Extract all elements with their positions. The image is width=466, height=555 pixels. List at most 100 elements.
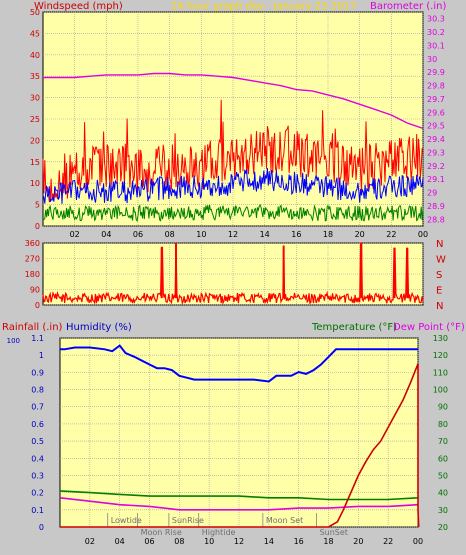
climate-panel: Rainfall (.in) Humidity (%) Temperature … <box>2 322 465 546</box>
barometer-tick-label: 29.8 <box>427 82 445 91</box>
barometer-tick-label: 30.2 <box>427 28 445 37</box>
temperature-tick-label: 30 <box>438 506 448 515</box>
wind-x-tick-label: 08 <box>165 230 175 239</box>
wind-series <box>42 72 424 222</box>
windspeed-tick-label: 50 <box>30 8 40 17</box>
climate-series <box>59 344 420 528</box>
barometer-tick-label: 28.8 <box>427 215 445 224</box>
series-barometer-line <box>43 72 424 130</box>
windspeed-tick-label: 40 <box>30 51 40 60</box>
rainfall-tick-label: 0.4 <box>31 454 44 463</box>
climate-x-tick-label: 12 <box>234 537 244 546</box>
climate-x-tick-label: 10 <box>204 537 214 546</box>
event-marker-label: Moon Set <box>266 516 303 525</box>
wind-x-axis: 02 04 06 08 10 12 14 16 18 20 22 00 <box>70 230 429 239</box>
event-marker-label: Lowtide <box>111 516 142 525</box>
barometer-tick-label: 29.9 <box>427 68 445 77</box>
windspeed-tick-label: 5 <box>35 201 40 210</box>
compass-label: E <box>436 286 442 297</box>
humidity-tick-label: 100 <box>7 337 20 345</box>
climate-x-tick-label: 08 <box>174 537 184 546</box>
windspeed-tick-label: 25 <box>30 115 40 124</box>
direction-tick-label: 90 <box>30 286 40 295</box>
climate-x-tick-label: 22 <box>383 537 393 546</box>
barometer-tick-label: 30.1 <box>427 41 445 50</box>
temperature-axis: 130 120 110 100 90 80 70 60 50 40 30 20 <box>433 334 448 532</box>
rainfall-tick-label: 0.5 <box>31 437 44 446</box>
windspeed-tick-label: 45 <box>30 29 40 38</box>
wind-x-tick-label: 06 <box>133 230 143 239</box>
barometer-tick-label: 29.4 <box>427 135 445 144</box>
event-marker-label: Moon Rise <box>141 528 182 537</box>
barometer-tick-label: 29.2 <box>427 162 445 171</box>
barometer-tick-label: 29 <box>427 189 437 198</box>
wind-x-tick-label: 12 <box>228 230 238 239</box>
temperature-tick-label: 50 <box>438 471 448 480</box>
rainfall-tick-label: 0.1 <box>31 506 44 515</box>
series-dewpoint-line <box>59 497 419 511</box>
climate-x-tick-label: 16 <box>294 537 304 546</box>
windspeed-tick-label: 30 <box>30 94 40 103</box>
climate-x-tick-label: 04 <box>115 537 125 546</box>
wind-x-tick-label: 04 <box>101 230 111 239</box>
barometer-tick-label: 30 <box>427 55 437 64</box>
wind-x-tick-label: 18 <box>323 230 333 239</box>
event-markers: Lowtide Moon Rise SunRise Hightide Moon Set S… <box>107 513 348 537</box>
barometer-tick-label: 28.9 <box>427 202 445 211</box>
series-humidity-line <box>60 344 418 383</box>
direction-tick-label: 180 <box>25 270 40 279</box>
windspeed-tick-label: 10 <box>30 179 40 188</box>
barometer-tick-label: 29.3 <box>427 148 445 157</box>
rainfall-tick-label: 0.8 <box>31 386 44 395</box>
event-marker-label: SunSet <box>320 528 348 537</box>
windspeed-tick-label: 0 <box>35 222 40 231</box>
climate-x-axis: 02 04 06 08 10 12 14 16 18 20 22 00 <box>85 537 423 546</box>
temperature-label: Temperature (°F) <box>311 322 397 333</box>
barometer-tick-label: 29.7 <box>427 95 445 104</box>
climate-x-tick-label: 00 <box>413 537 423 546</box>
temperature-tick-label: 100 <box>433 386 448 395</box>
compass-label: S <box>436 270 442 281</box>
windspeed-tick-label: 20 <box>30 136 40 145</box>
compass-label: W <box>436 255 446 266</box>
event-marker-label: SunRise <box>172 516 204 525</box>
climate-x-tick-label: 18 <box>323 537 333 546</box>
wind-x-tick-label: 02 <box>70 230 80 239</box>
climate-x-tick-label: 06 <box>144 537 154 546</box>
direction-tick-label: 360 <box>25 239 40 248</box>
temperature-tick-label: 60 <box>438 454 448 463</box>
series-temperature-line <box>59 490 419 501</box>
barometer-tick-label: 29.1 <box>427 175 445 184</box>
rainfall-tick-label: 0.2 <box>31 489 44 498</box>
rainfall-tick-label: 0.7 <box>31 403 44 412</box>
dewpoint-label: Dew Point (°F) <box>393 322 465 333</box>
windspeed-label: Windspeed (mph) <box>34 1 123 12</box>
barometer-label: Barometer (.in) <box>370 1 446 12</box>
windspeed-tick-label: 15 <box>30 158 40 167</box>
wind-x-tick-label: 00 <box>418 230 428 239</box>
barometer-tick-label: 30.3 <box>427 15 445 24</box>
barometer-tick-label: 29.6 <box>427 108 445 117</box>
climate-x-tick-label: 20 <box>353 537 363 546</box>
series-direction-line <box>42 242 424 305</box>
wind-x-tick-label: 10 <box>196 230 206 239</box>
series-avg-line <box>42 203 424 222</box>
wind-panel: Windspeed (mph) 24 hour graph day - Janu… <box>30 1 447 239</box>
series-speed-line <box>42 167 424 204</box>
windspeed-tick-label: 35 <box>30 72 40 81</box>
temperature-tick-label: 90 <box>438 403 448 412</box>
temperature-tick-label: 40 <box>438 489 448 498</box>
compass-label: N <box>436 301 443 312</box>
barometer-tick-label: 29.5 <box>427 122 445 131</box>
series-rainfall-line <box>60 363 420 528</box>
rainfall-tick-label: 0 <box>39 523 44 532</box>
direction-tick-label: 270 <box>25 255 40 264</box>
temperature-tick-label: 130 <box>433 334 448 343</box>
rainfall-axis: 100 1.1 1 0.9 0.8 0.7 0.6 0.5 0.4 0.3 0.2 0.1 0 <box>7 334 44 532</box>
temperature-tick-label: 110 <box>433 368 448 377</box>
temperature-tick-label: 120 <box>433 351 448 360</box>
rainfall-tick-label: 0.6 <box>31 420 44 429</box>
